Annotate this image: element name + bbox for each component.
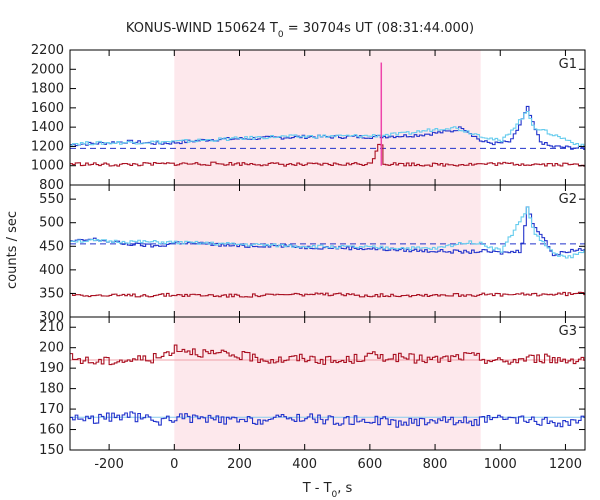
y-tick-label-G3: 150 (39, 443, 64, 458)
series-line-G2-soft (70, 291, 585, 298)
y-tick-label-G1: 1200 (31, 139, 64, 154)
series-line-G1-soft (70, 143, 585, 167)
x-tick-label: 1000 (484, 457, 517, 472)
series-line-G1-hard (70, 110, 585, 147)
x-tick-label: -200 (94, 457, 124, 472)
x-tick-label: 600 (357, 457, 382, 472)
y-tick-label-G2: 500 (39, 216, 64, 231)
series-line-G3-lower (70, 411, 585, 428)
y-tick-label-G3: 210 (39, 320, 64, 335)
y-tick-label-G3: 180 (39, 382, 64, 397)
chart-title: KONUS-WIND 150624 T0 = 30704s UT (08:31:… (126, 21, 474, 40)
panel-label-G2: G2 (559, 192, 577, 207)
panel-frame-G3 (69, 316, 586, 451)
x-tick-label: 200 (227, 457, 252, 472)
y-tick-label-G3: 170 (39, 402, 64, 417)
y-tick-label-G1: 2000 (31, 62, 64, 77)
x-axis-label: T - T0, s (302, 481, 353, 500)
x-tick-label: 1200 (549, 457, 582, 472)
series-line-G3-upper (70, 344, 585, 366)
series-line-G2-hard (70, 206, 585, 259)
y-tick-label-G1: 1800 (31, 82, 64, 97)
y-tick-label-G1: 800 (39, 178, 64, 193)
panel-label-G3: G3 (559, 324, 577, 339)
y-tick-label-G1: 1400 (31, 120, 64, 135)
y-tick-label-G1: 2200 (31, 43, 64, 58)
y-tick-label-G2: 400 (39, 263, 64, 278)
y-tick-label-G2: 450 (39, 239, 64, 254)
x-tick-label: 400 (292, 457, 317, 472)
y-tick-label-G1: 1600 (31, 101, 64, 116)
y-tick-label-G2: 350 (39, 286, 64, 301)
y-tick-label-G3: 190 (39, 361, 64, 376)
y-tick-label-G3: 200 (39, 341, 64, 356)
y-axis-label: counts / sec (5, 211, 20, 289)
y-tick-label-G1: 1000 (31, 159, 64, 174)
shaded-interval (174, 50, 481, 450)
y-tick-label-G3: 160 (39, 423, 64, 438)
panel-label-G1: G1 (559, 57, 577, 72)
y-tick-label-G2: 300 (39, 310, 64, 325)
x-tick-label: 0 (170, 457, 178, 472)
x-tick-label: 800 (423, 457, 448, 472)
y-tick-label-G2: 550 (39, 192, 64, 207)
